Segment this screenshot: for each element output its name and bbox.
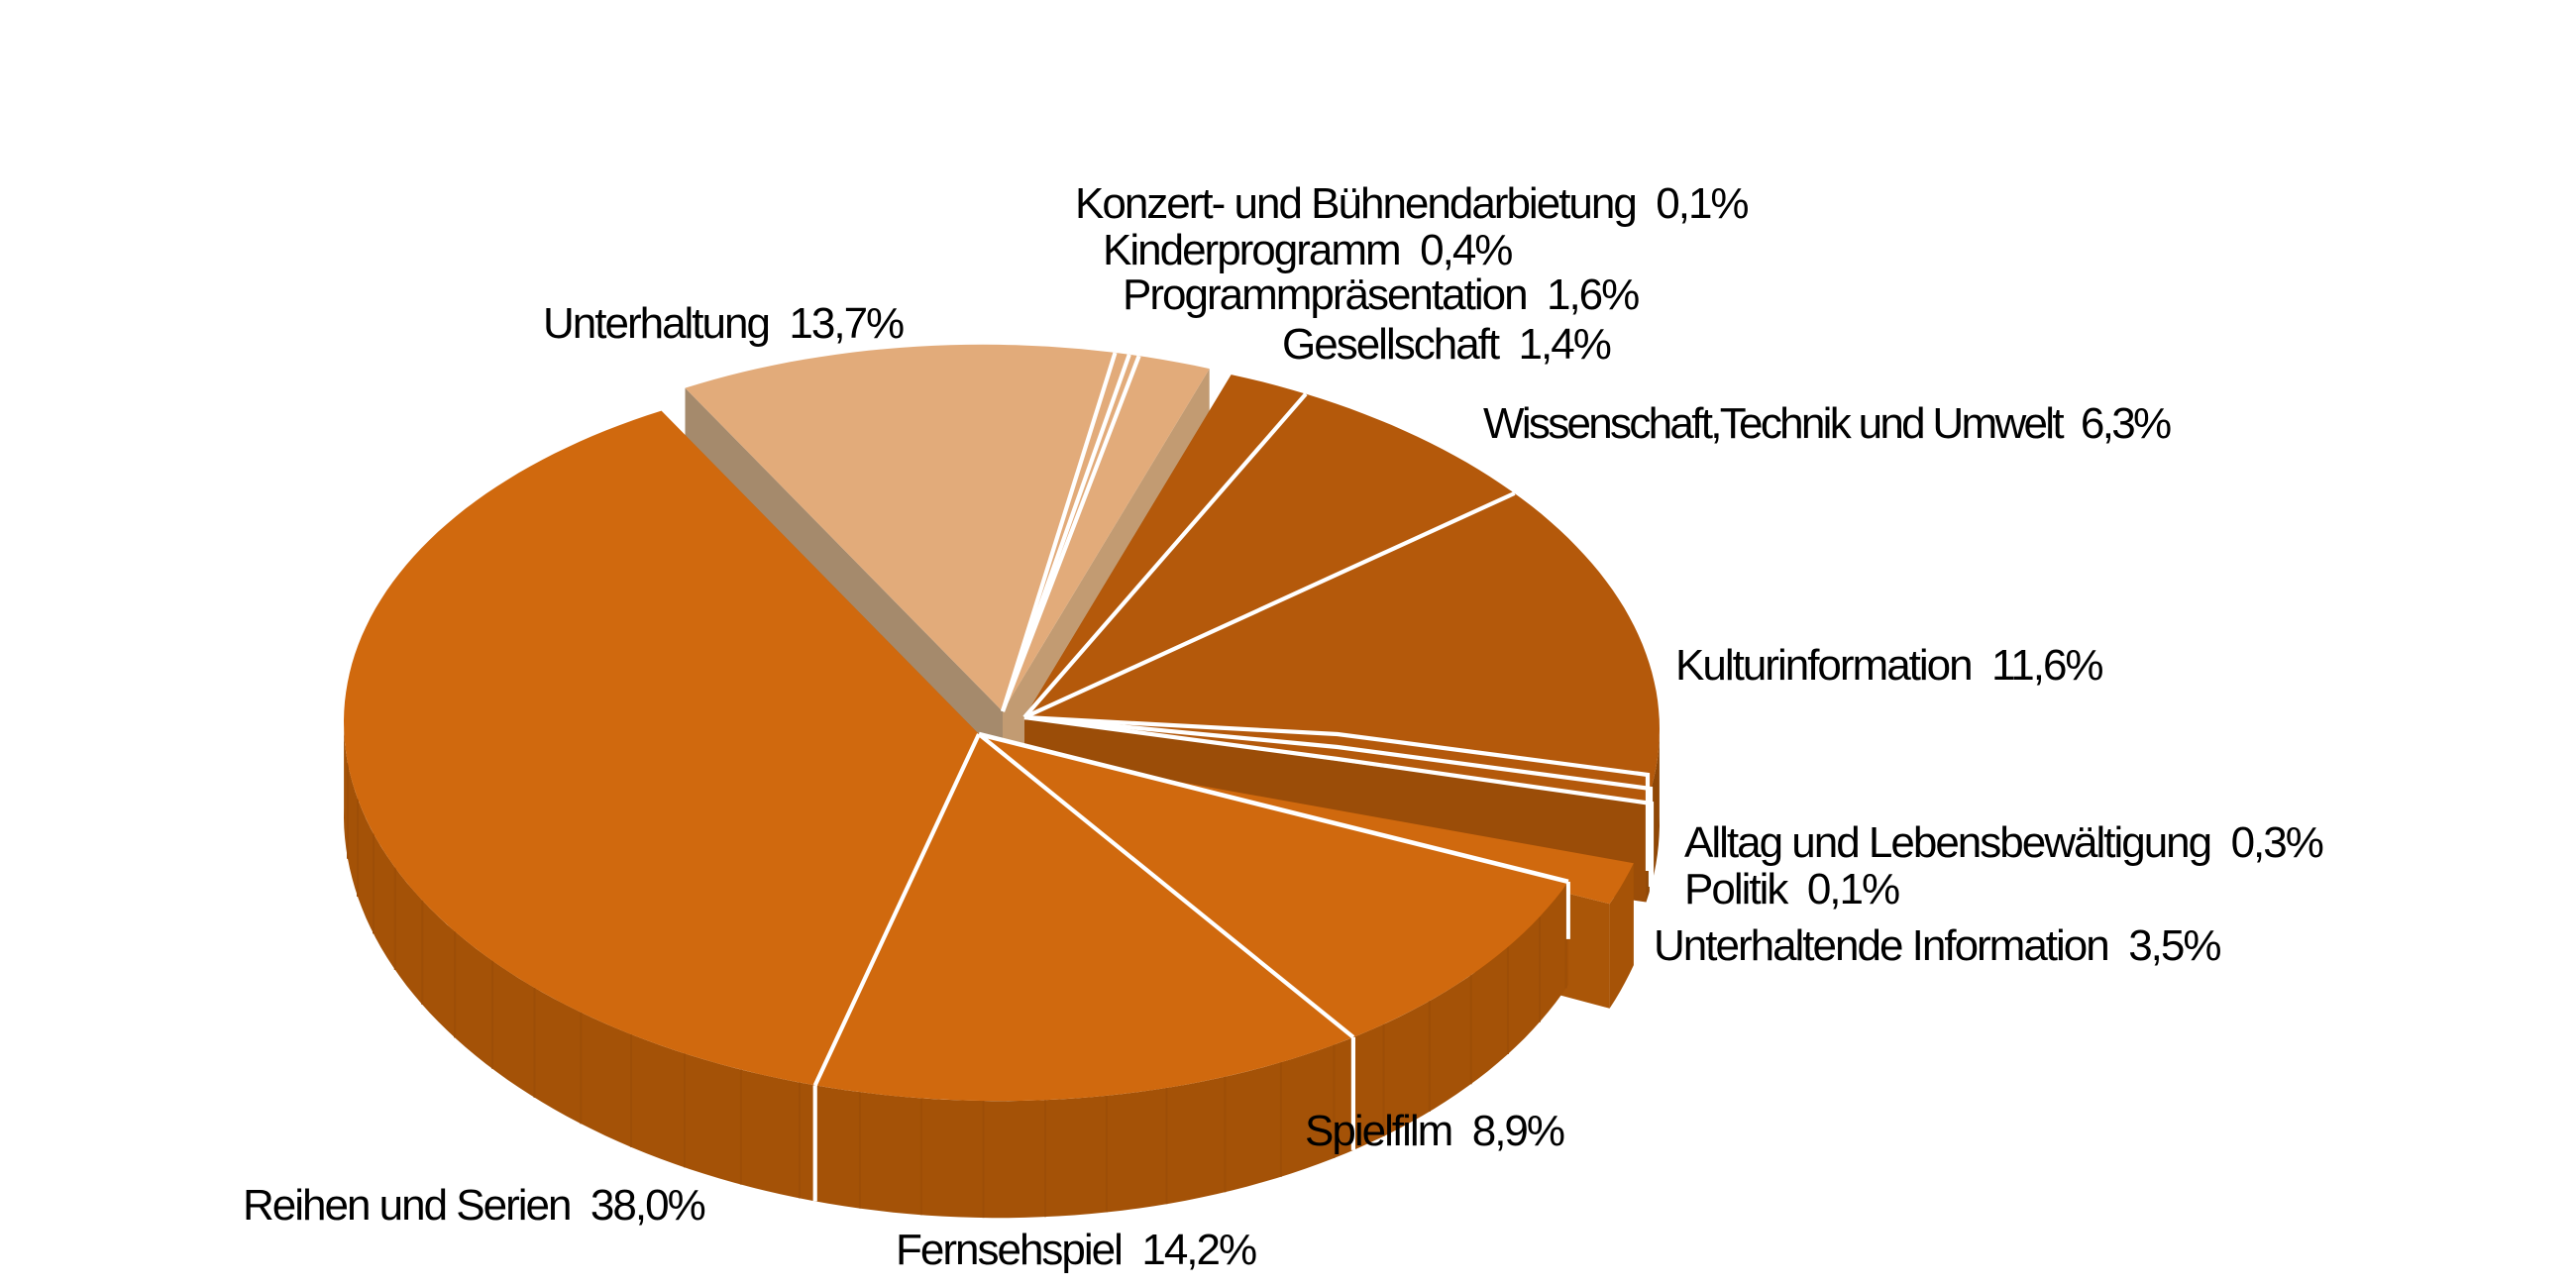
svg-text:Gesellschaft 1,4%: Gesellschaft 1,4%: [1282, 320, 1611, 369]
svg-text:Konzert- und Bühnendarbietung: Konzert- und Bühnendarbietung 0,1%: [1075, 179, 1748, 228]
svg-text:Politik 0,1%: Politik 0,1%: [1684, 865, 1899, 913]
svg-text:Unterhaltung 13,7%: Unterhaltung 13,7%: [543, 299, 904, 348]
svg-text:Wissenschaft,Technik und Umwel: Wissenschaft,Technik und Umwelt 6,3%: [1483, 399, 2171, 448]
svg-text:Kulturinformation 11,6%: Kulturinformation 11,6%: [1675, 641, 2102, 690]
svg-text:Unterhaltende Information 3,5: Unterhaltende Information 3,5%: [1654, 921, 2220, 970]
svg-text:Programmpräsentation 1,6%: Programmpräsentation 1,6%: [1123, 270, 1639, 319]
svg-text:Fernsehspiel 14,2%: Fernsehspiel 14,2%: [896, 1226, 1256, 1274]
svg-text:Reihen und Serien 38,0%: Reihen und Serien 38,0%: [243, 1181, 705, 1230]
svg-text:Kinderprogramm 0,4%: Kinderprogramm 0,4%: [1103, 226, 1512, 274]
svg-text:Alltag und Lebensbewältigung: Alltag und Lebensbewältigung 0,3%: [1684, 818, 2323, 867]
svg-text:Spielfilm 8,9%: Spielfilm 8,9%: [1305, 1107, 1564, 1155]
